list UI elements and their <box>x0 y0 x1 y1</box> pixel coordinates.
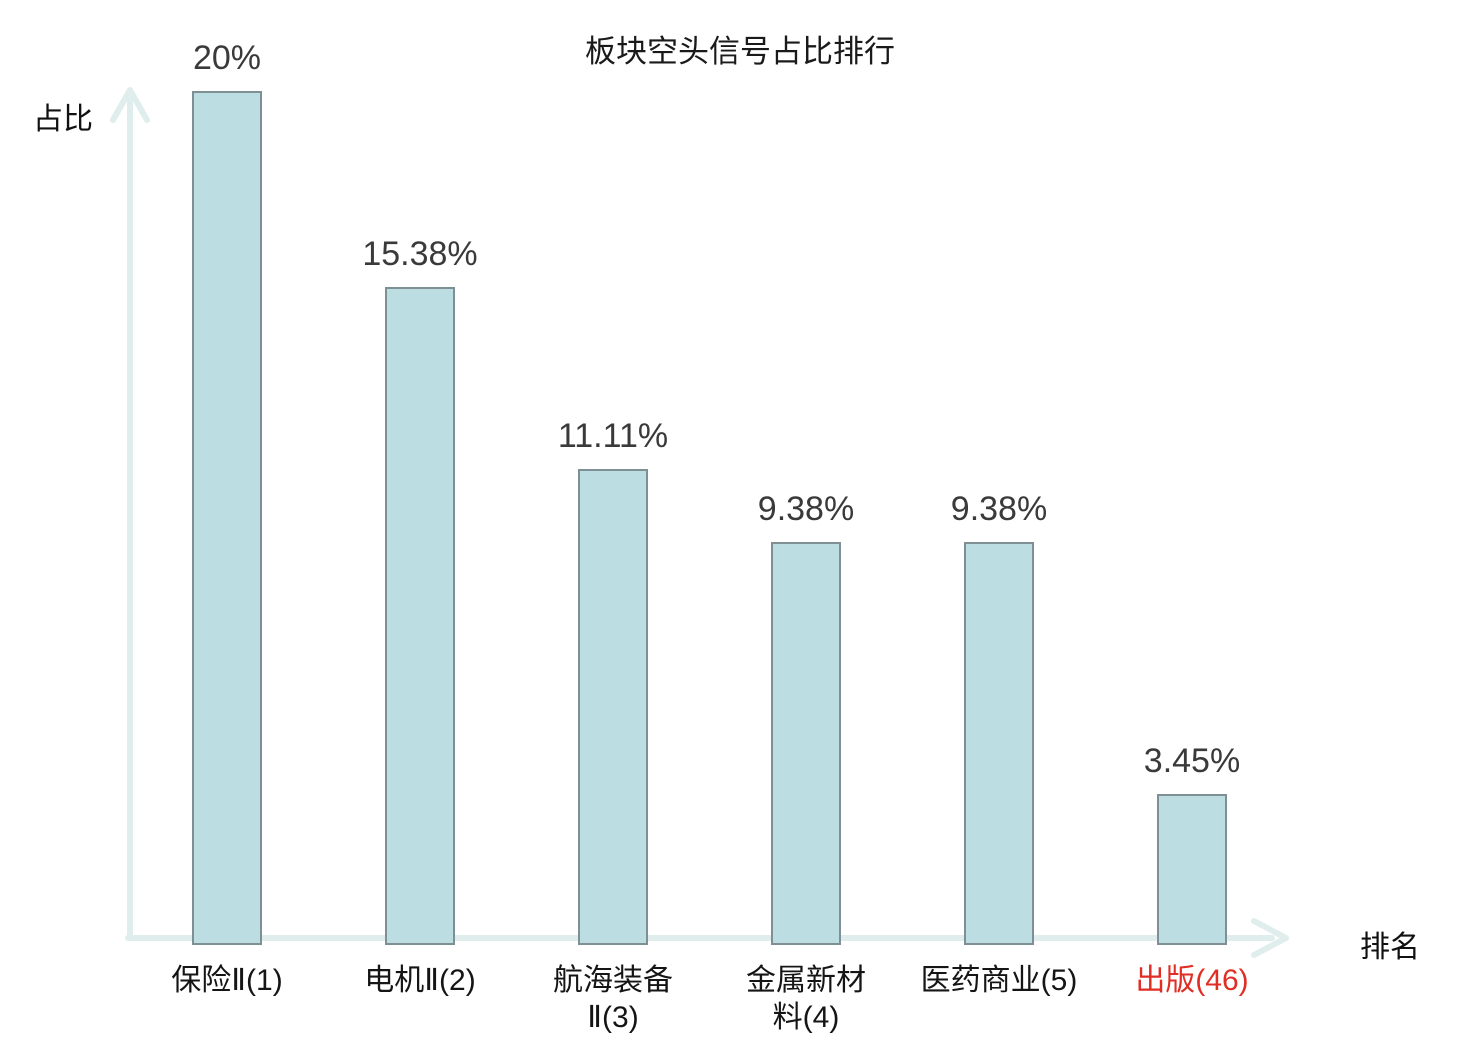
bar-value-label: 3.45% <box>1143 742 1241 780</box>
bar <box>578 469 648 945</box>
bar-category-label: 金属新材 料(4) <box>746 964 866 1034</box>
bar <box>385 287 455 945</box>
bar <box>964 542 1034 945</box>
bar-category-label: 电机Ⅱ(2) <box>364 964 476 997</box>
bar-value-label: 20% <box>192 39 262 77</box>
x-axis-arrow-icon <box>1251 918 1289 958</box>
bar-category-label: 保险Ⅱ(1) <box>171 964 283 997</box>
x-axis-label: 排名 <box>1360 931 1420 964</box>
bar-category-label: 航海装备 Ⅱ(3) <box>553 964 673 1034</box>
bar-category-label: 出版(46) <box>1135 964 1249 997</box>
bar <box>1157 794 1227 945</box>
y-axis-label: 占比 <box>33 103 93 136</box>
bar-value-label: 9.38% <box>757 490 855 528</box>
chart-title: 板块空头信号占比排行 <box>585 34 895 69</box>
y-axis <box>110 87 150 941</box>
bar <box>771 542 841 945</box>
bar <box>192 91 262 945</box>
x-axis <box>125 918 1289 958</box>
y-axis-arrow-icon <box>110 87 150 123</box>
bar-category-label: 医药商业(5) <box>920 964 1078 997</box>
bar-value-label: 15.38% <box>362 235 478 273</box>
bar-value-label: 9.38% <box>950 490 1048 528</box>
bar-value-label: 11.11% <box>557 417 669 455</box>
